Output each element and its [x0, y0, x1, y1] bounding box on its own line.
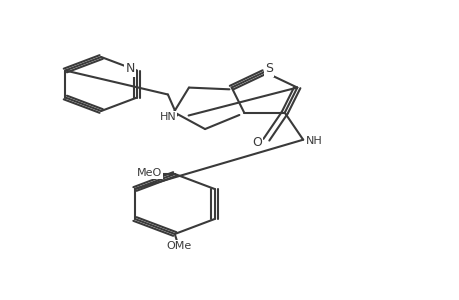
- Text: OMe: OMe: [167, 241, 191, 251]
- Text: S: S: [264, 62, 273, 76]
- Text: NH: NH: [306, 136, 322, 146]
- Text: HN: HN: [159, 112, 176, 122]
- Text: MeO: MeO: [137, 167, 162, 178]
- Text: N: N: [125, 62, 134, 76]
- Text: O: O: [252, 136, 262, 149]
